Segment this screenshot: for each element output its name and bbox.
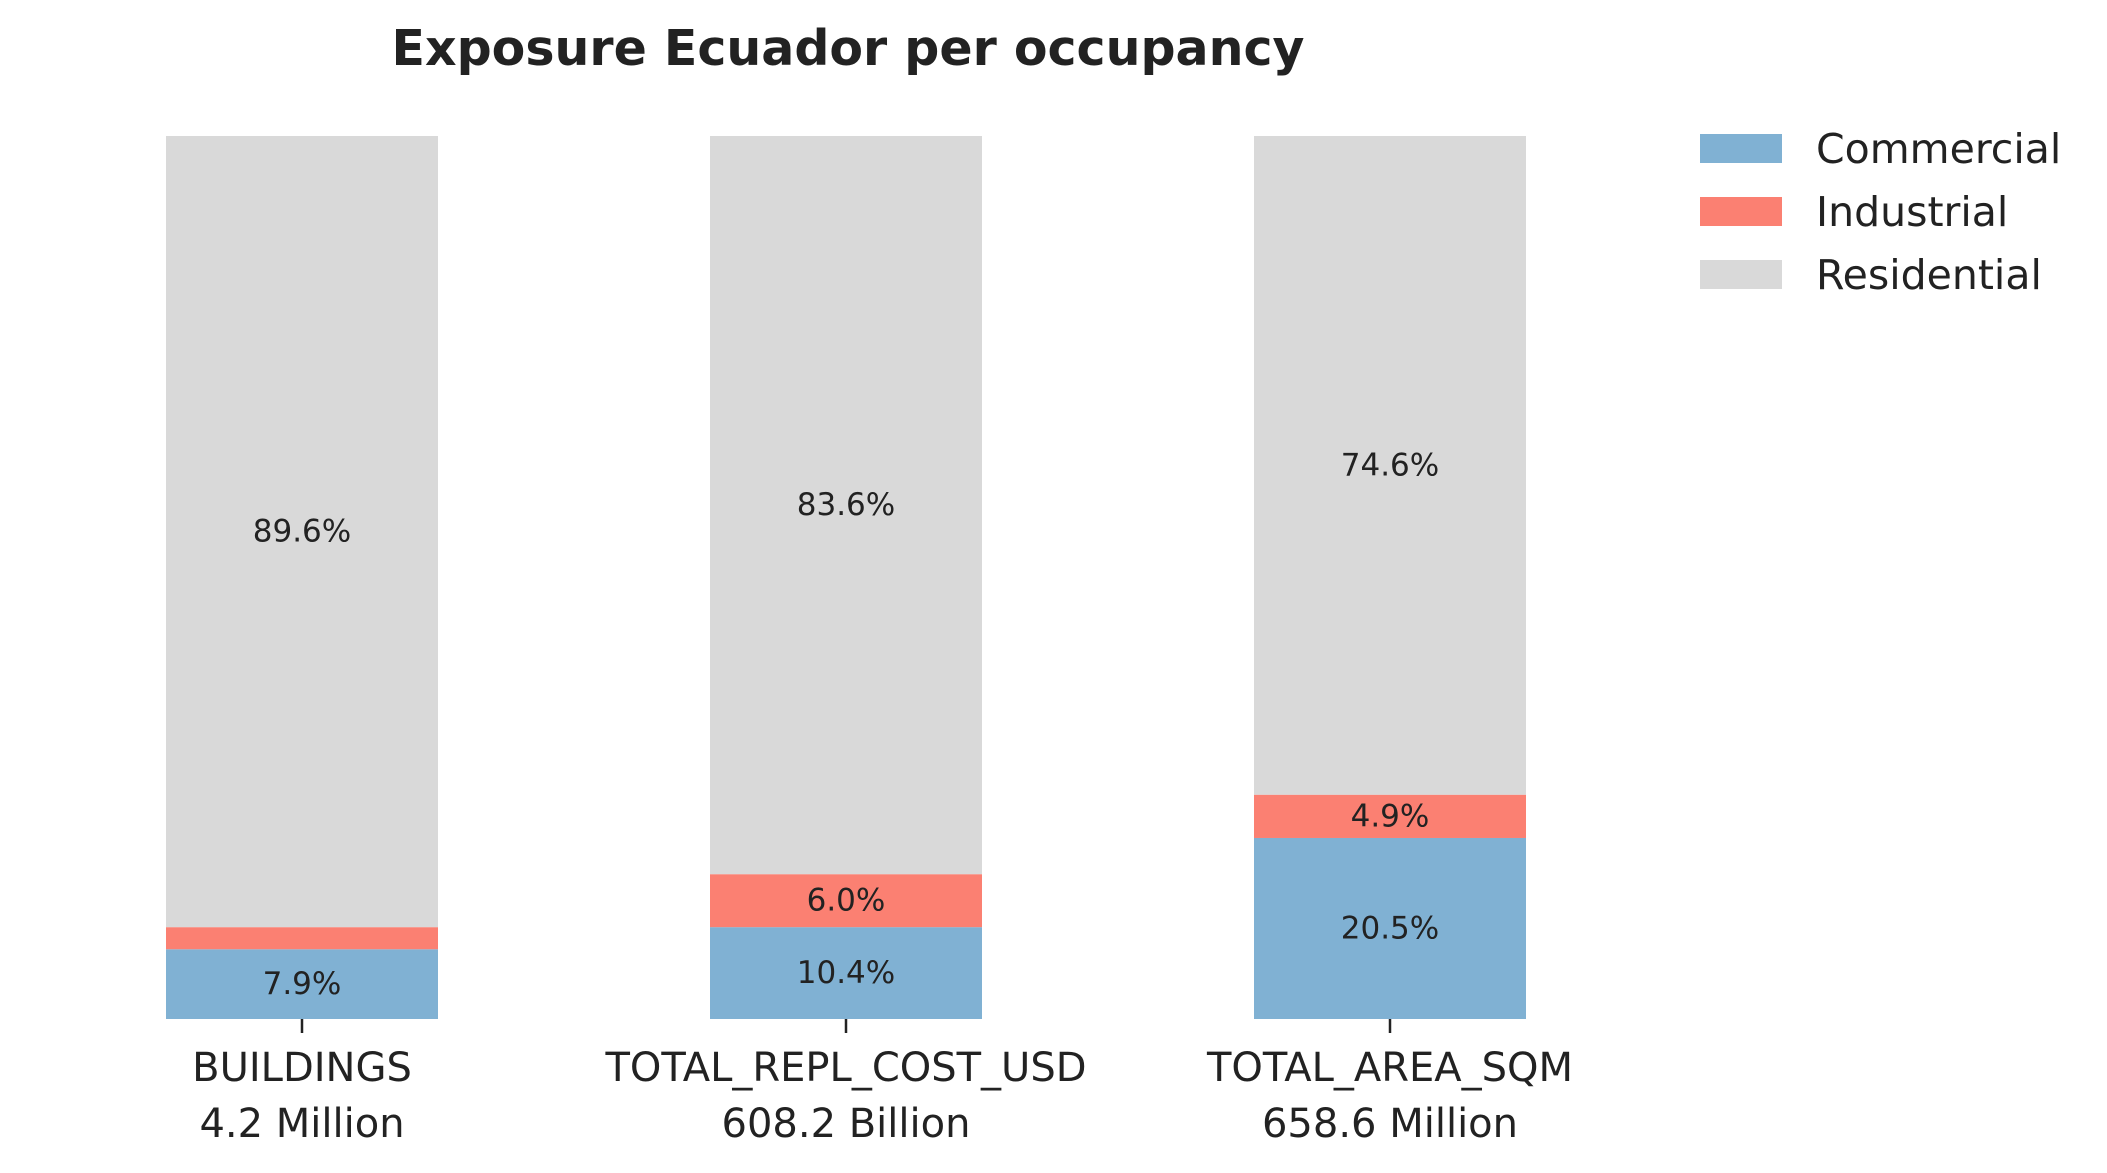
x-axis: BUILDINGS 4.2 Million TOTAL_REPL_COST_USD 6… <box>192 1019 1573 1147</box>
bar-segment-residential <box>710 136 982 875</box>
data-label: 74.6% <box>1341 447 1439 483</box>
legend-swatch-residential <box>1700 260 1782 289</box>
legend-label: Industrial <box>1816 188 2008 236</box>
legend-swatch-industrial <box>1700 197 1782 226</box>
bar-segment-industrial <box>1254 794 1526 838</box>
bar-segment-commercial <box>166 949 438 1019</box>
data-label: 89.6% <box>253 514 351 550</box>
bars-group: 7.9% 89.6% 10.4% 6.0% 83.6% 20.5% 4.9% 74.6% <box>166 136 1526 1019</box>
x-tick-total: 4.2 Million <box>199 1101 404 1147</box>
data-label: 7.9% <box>263 966 342 1002</box>
chart-title: Exposure Ecuador per occupancy <box>392 20 1305 77</box>
x-tick-label: BUILDINGS <box>192 1045 412 1091</box>
data-label: 83.6% <box>797 487 895 523</box>
x-tick-total: 658.6 Million <box>1262 1101 1518 1147</box>
bar-segment-commercial <box>710 927 982 1019</box>
bar-segment-commercial <box>1254 837 1526 1019</box>
data-label: 4.9% <box>1351 798 1430 834</box>
x-tick-label: TOTAL_REPL_COST_USD <box>604 1045 1086 1091</box>
x-tick-label: TOTAL_AREA_SQM <box>1206 1045 1573 1091</box>
legend-label: Commercial <box>1816 125 2061 173</box>
bar-segment-industrial <box>166 927 438 950</box>
legend-label: Residential <box>1816 251 2042 299</box>
data-label: 10.4% <box>797 955 895 991</box>
legend: Commercial Industrial Residential <box>1700 125 2061 299</box>
data-label: 20.5% <box>1341 910 1439 946</box>
x-tick-total: 608.2 Billion <box>722 1101 971 1147</box>
bar-segment-residential <box>166 136 438 928</box>
legend-swatch-commercial <box>1700 134 1782 163</box>
bar-segment-residential <box>1254 136 1526 795</box>
data-label: 6.0% <box>807 883 886 919</box>
bar-segment-industrial <box>710 874 982 928</box>
